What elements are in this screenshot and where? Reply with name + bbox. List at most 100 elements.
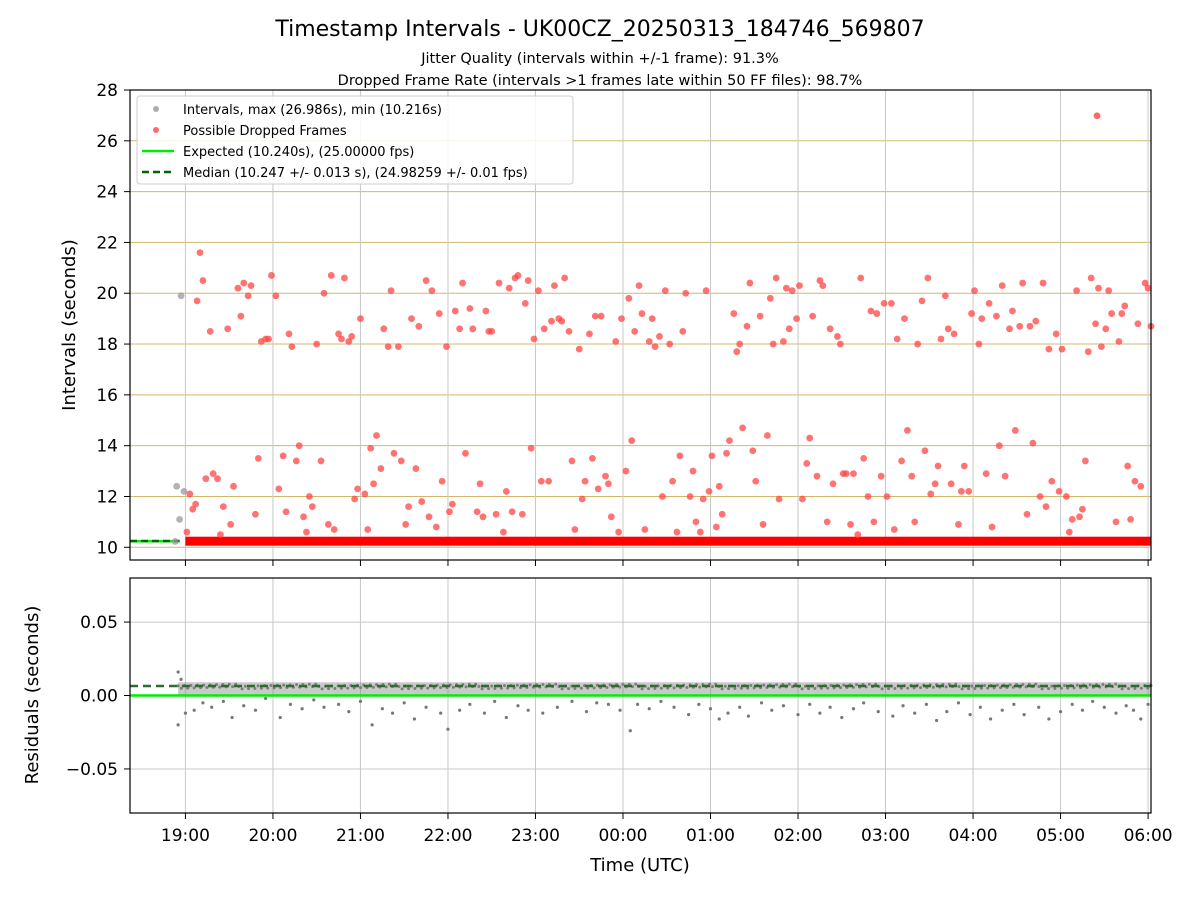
residual-point: [800, 687, 804, 691]
legend: Intervals, max (26.986s), min (10.216s) …: [136, 95, 574, 185]
dropped-frame-point: [914, 340, 922, 348]
dropped-frame-point: [743, 322, 751, 330]
dropped-frame-point: [1102, 325, 1110, 333]
dropped-frame-point: [1108, 310, 1116, 317]
dropped-frame-point: [357, 315, 364, 323]
dropped-frame-point: [806, 434, 814, 442]
top-plot-area: [130, 112, 1155, 546]
dropped-frame-point: [666, 340, 674, 348]
residual-point: [439, 686, 443, 690]
dropped-frame-point: [1006, 325, 1013, 333]
dropped-frame-point: [785, 325, 793, 333]
dropped-frame-point: [488, 327, 496, 335]
dropped-frame-point: [469, 325, 477, 333]
residual-point: [608, 683, 612, 687]
dropped-frame-point: [992, 312, 1000, 320]
residual-point: [919, 686, 923, 690]
dropped-frame-point: [545, 477, 553, 485]
x-tick-label: 02:00: [774, 826, 823, 846]
dropped-frame-point: [705, 488, 713, 495]
dropped-frame-point: [300, 513, 307, 521]
residual-point: [1127, 687, 1131, 691]
dropped-frame-point: [957, 488, 965, 495]
residual-point: [595, 701, 599, 705]
residual-point: [1012, 702, 1016, 706]
residual-point: [979, 686, 983, 690]
residual-point: [1037, 684, 1041, 688]
dropped-frame-point: [1112, 518, 1120, 526]
residual-point: [555, 705, 559, 709]
dropped-frame-point: [1073, 287, 1081, 295]
dropped-frame-point: [265, 335, 272, 343]
residual-point: [1091, 699, 1095, 703]
residual-point: [606, 702, 611, 706]
residual-point: [970, 684, 974, 688]
residual-point: [526, 708, 530, 712]
dropped-frame-point: [199, 277, 207, 284]
residual-point: [499, 686, 503, 690]
dropped-frame-point: [1039, 279, 1047, 287]
residual-point: [1120, 687, 1124, 691]
residual-point: [672, 686, 676, 690]
residual-point: [672, 705, 676, 709]
dropped-frame-point: [998, 282, 1006, 290]
dropped-frame-point: [965, 488, 973, 495]
dropped-frame-point: [387, 287, 395, 295]
top-plot-frame: [129, 89, 1152, 561]
residual-point: [482, 711, 487, 715]
residual-point: [221, 699, 225, 703]
dropped-frame-point: [796, 282, 803, 290]
residual-point: [819, 686, 823, 690]
dropped-frame-point: [1032, 317, 1040, 325]
residual-point: [269, 683, 273, 687]
dropped-frame-point: [537, 477, 545, 485]
dropped-frame-point: [699, 495, 707, 503]
dropped-frame-point: [960, 462, 968, 470]
dropped-frame-point: [1144, 284, 1152, 292]
residual-point: [887, 687, 891, 691]
residual-point: [346, 686, 350, 690]
dropped-frame-point: [415, 322, 423, 330]
residual-point: [986, 686, 990, 690]
residual-point: [717, 717, 721, 721]
dropped-frame-point: [397, 457, 405, 465]
dropped-frame-point: [230, 482, 237, 490]
residual-point: [567, 687, 571, 691]
chart-subtitle-jitter: Jitter Quality (intervals within +/-1 fr…: [420, 51, 779, 67]
dropped-frame-point: [651, 343, 659, 350]
residual-point: [945, 710, 949, 714]
residual-point: [1058, 710, 1063, 714]
dropped-frame-point: [873, 310, 881, 317]
dropped-frame-point: [631, 327, 639, 335]
dropped-frame-point: [602, 472, 609, 480]
dropped-frame-point: [686, 493, 694, 500]
dropped-frame-point: [295, 442, 303, 450]
dropped-frame-point: [313, 340, 321, 348]
dropped-frame-point: [364, 526, 372, 533]
dropped-frame-point: [857, 274, 865, 282]
residual-point: [584, 710, 589, 714]
residual-point: [605, 685, 609, 689]
dropped-frame-point: [867, 307, 875, 315]
x-tick-label: 23:00: [511, 826, 560, 846]
top-y-tick-label: 18: [96, 335, 118, 355]
dropped-frame-point: [451, 307, 459, 315]
dropped-frame-point: [947, 480, 955, 488]
dropped-frame-point: [937, 335, 945, 343]
x-tick-label: 19:00: [161, 826, 210, 846]
residual-point: [967, 687, 971, 691]
dropped-frame-point: [597, 312, 605, 320]
dropped-frame-point: [628, 437, 636, 444]
dropped-frame-point: [209, 470, 217, 478]
x-tick-label: 04:00: [949, 826, 998, 846]
top-y-tick-label: 10: [96, 538, 118, 558]
dropped-frame-point: [911, 518, 919, 526]
residual-point: [407, 687, 411, 691]
legend-item-intervals: Intervals, max (26.986s), min (10.216s): [183, 103, 442, 118]
residual-point: [876, 710, 880, 714]
dropped-frame-point: [1063, 493, 1070, 500]
residual-point: [370, 723, 374, 727]
residual-point: [647, 707, 651, 711]
residual-point: [253, 686, 257, 690]
residual-point: [1066, 686, 1070, 690]
